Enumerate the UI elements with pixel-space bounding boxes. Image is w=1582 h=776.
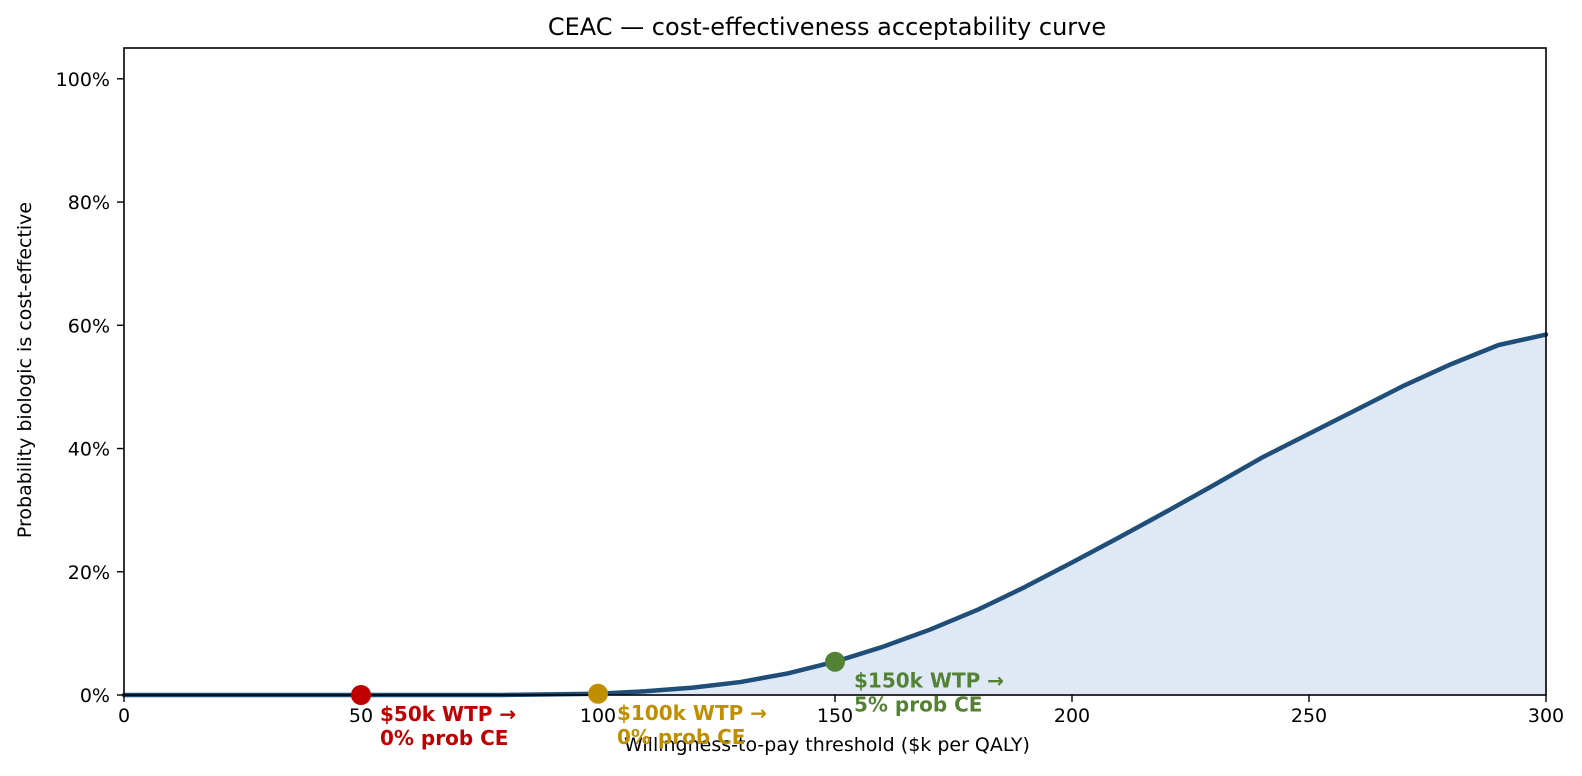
axes: 0 50 100 150 200 250 300 0% 20% 40% 60% 80% 100% <box>56 47 1564 727</box>
wtp-annotation-150: $150k WTP → 5% prob CE <box>854 669 1004 717</box>
annotation-line-2: 0% prob CE <box>380 726 508 750</box>
x-tick-label: 50 <box>349 705 373 727</box>
wtp-annotation-100: $100k WTP → 0% prob CE <box>617 701 767 749</box>
y-tick-label: 100% <box>56 69 110 91</box>
chart-title: CEAC — cost-effectiveness acceptability … <box>548 13 1106 41</box>
y-tick-label: 40% <box>68 439 110 461</box>
y-tick-label: 80% <box>68 192 110 214</box>
x-tick-label: 200 <box>1054 705 1090 727</box>
x-tick-label: 250 <box>1291 705 1327 727</box>
x-tick-label: 0 <box>118 705 130 727</box>
wtp-marker-100 <box>588 683 608 704</box>
annotation-line-2: 5% prob CE <box>854 693 982 717</box>
annotation-line-1: $150k WTP → <box>854 669 1004 693</box>
x-tick-label: 150 <box>817 705 853 727</box>
y-tick-label: 60% <box>68 315 110 337</box>
y-axis-title: Probability biologic is cost-effective <box>14 202 36 538</box>
plot-area <box>121 48 1549 698</box>
wtp-annotation-50: $50k WTP → 0% prob CE <box>380 702 516 750</box>
annotation-line-1: $50k WTP → <box>380 702 516 726</box>
wtp-marker-150 <box>825 651 845 672</box>
annotation-line-2: 0% prob CE <box>617 725 745 749</box>
area-fill <box>124 334 1546 695</box>
annotations: $50k WTP → 0% prob CE$100k WTP → 0% prob C… <box>351 651 1004 750</box>
x-tick-label: 100 <box>580 705 616 727</box>
y-tick-label: 20% <box>68 562 110 584</box>
y-tick-label: 0% <box>80 685 110 707</box>
wtp-marker-50 <box>351 685 371 705</box>
x-axis-title: Willingness-to-pay threshold ($k per QAL… <box>624 734 1030 756</box>
x-tick-label: 300 <box>1528 705 1564 727</box>
annotation-line-1: $100k WTP → <box>617 701 767 725</box>
